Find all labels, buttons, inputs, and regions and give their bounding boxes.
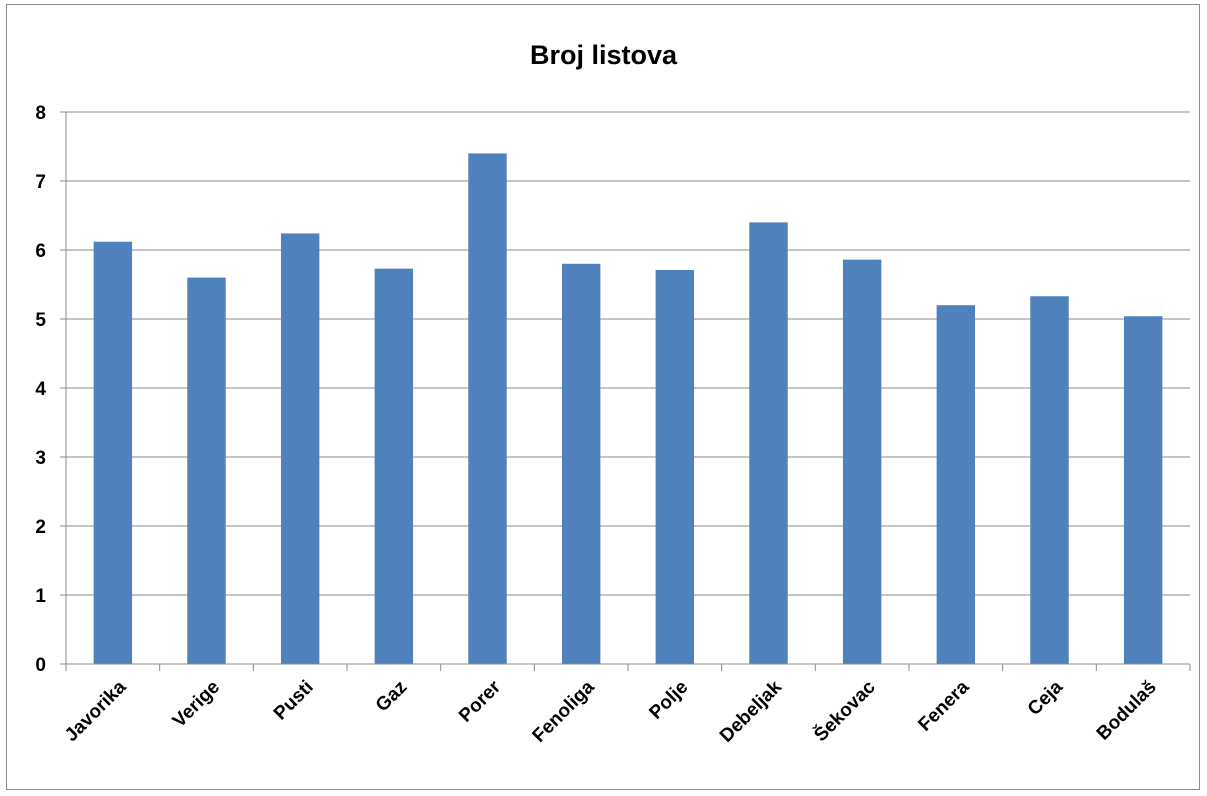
y-tick-label: 0 (35, 655, 46, 676)
x-tick-label: Šekovac (810, 676, 880, 746)
y-tick-label: 7 (35, 172, 46, 193)
x-tick-label: Fenera (914, 676, 973, 735)
y-tick-label: 3 (35, 448, 46, 469)
bar (1030, 296, 1069, 664)
bar (280, 233, 320, 664)
y-tick-label: 6 (35, 241, 46, 262)
y-tick-label: 2 (35, 517, 46, 538)
bar (374, 268, 414, 664)
y-tick-label: 1 (35, 586, 46, 607)
x-tick-label: Gaz (372, 677, 411, 716)
bar (1123, 316, 1163, 664)
y-tick-label: 8 (35, 103, 46, 124)
chart-title: Broj listova (529, 40, 678, 70)
bar (468, 153, 507, 664)
x-tick-label: Porer (455, 676, 505, 726)
x-tick-label: Bodulaš (1093, 677, 1161, 745)
bar (93, 241, 133, 664)
x-tick-label: Verige (169, 677, 224, 732)
bar (936, 305, 976, 664)
x-tick-label: Fenoliga (529, 676, 599, 746)
bar (655, 270, 695, 664)
x-tick-label: Javorika (61, 676, 131, 746)
y-tick-label: 5 (35, 310, 46, 331)
bar (842, 259, 882, 664)
bar (749, 222, 788, 664)
bar (561, 263, 601, 664)
x-tick-label: Ceja (1024, 676, 1068, 720)
x-tick-label: Debeljak (716, 676, 786, 746)
bar (187, 277, 226, 664)
x-tick-label: Polje (645, 677, 692, 724)
y-tick-label: 4 (35, 379, 46, 400)
x-tick-label: Pusti (270, 677, 318, 725)
